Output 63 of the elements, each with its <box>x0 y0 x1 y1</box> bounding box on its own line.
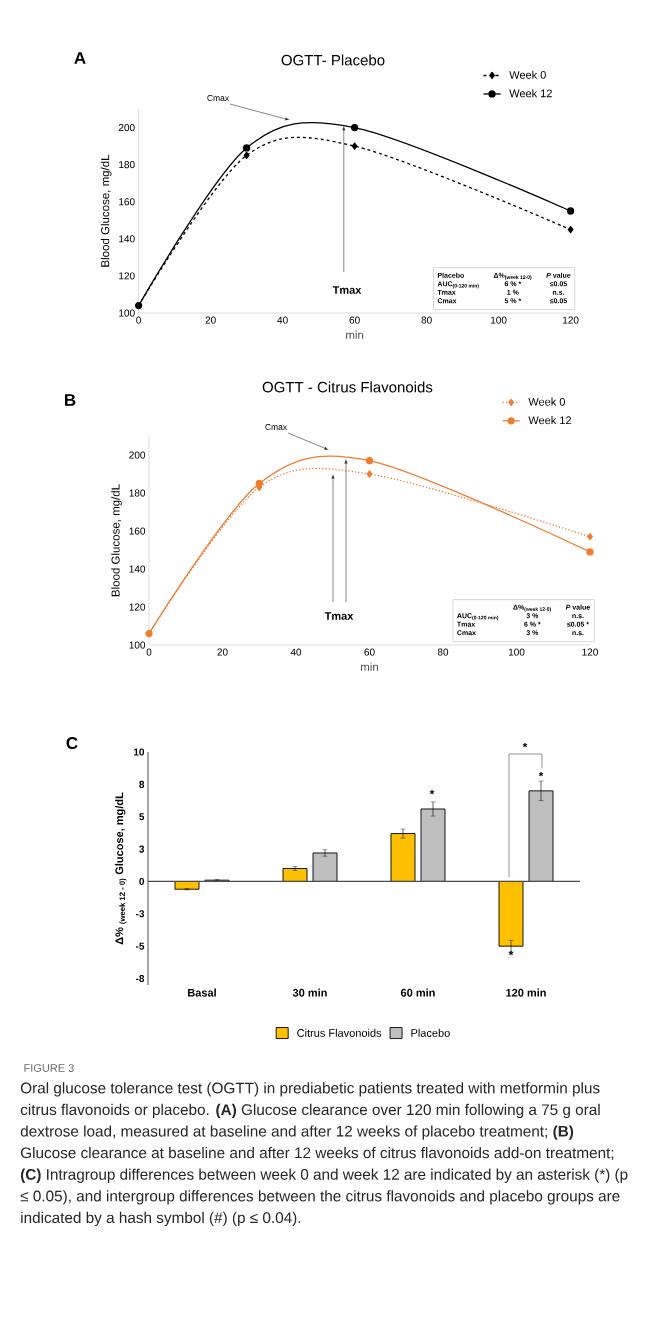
text: * <box>522 742 528 748</box>
x-tick-label: 60 <box>364 648 375 656</box>
y-axis-title: Δ% $_{(week 12 - 0)}$ Glucose, mg/dL <box>115 792 127 945</box>
y-tick-label: 160 <box>119 198 135 206</box>
y-tick-label: 200 <box>118 124 135 132</box>
x-tick-label: 80 <box>421 316 432 324</box>
x-tick-label: 60 min <box>400 988 435 997</box>
x-tick-label: 80 <box>437 648 449 656</box>
y-tick-label: 3 <box>139 845 145 853</box>
x-tick-label: 30 min <box>292 988 327 997</box>
y-axis-title: Blood Glucose, mg/dL <box>111 484 122 597</box>
legend-label: Week 0 <box>509 70 546 79</box>
text: C <box>66 736 78 750</box>
y-tick-label: -5 <box>135 942 145 950</box>
annotation: * <box>429 789 435 795</box>
y-tick-label: 100 <box>129 641 146 649</box>
y-tick-label: -8 <box>135 975 145 983</box>
y-tick-label: 160 <box>129 527 146 535</box>
chart-title: OGTT- Placebo <box>281 54 385 66</box>
text: B <box>65 394 76 406</box>
y-tick-label: 140 <box>129 565 146 573</box>
y-tick-label: 120 <box>119 272 135 280</box>
y-tick-label: 10 <box>133 748 145 756</box>
x-tick-label: 120 <box>563 316 579 324</box>
x-tick-label: 100 <box>508 648 525 656</box>
annotation: Tmax <box>332 286 362 294</box>
x-tick-label: 20 <box>217 648 228 656</box>
caption: FIGURE 3 <box>24 1064 74 1072</box>
y-tick-label: 8 <box>139 780 145 788</box>
legend-label: Citrus Flavonoids <box>297 1028 382 1037</box>
annotation: Cmax <box>207 95 229 102</box>
y-tick-label: -3 <box>135 910 145 918</box>
y-tick-label: 100 <box>119 309 135 317</box>
chart-title: OGTT - Citrus Flavonoids <box>262 381 433 393</box>
annotation: Tmax <box>324 612 354 620</box>
y-axis-title: Blood Glucose, mg/dL <box>100 154 112 267</box>
y-tick-label: 140 <box>119 235 135 243</box>
x-tick-label: 20 <box>205 316 216 324</box>
y-tick-label: 0 <box>139 877 145 885</box>
text: A <box>74 52 86 64</box>
text: Cmax <box>265 424 287 431</box>
x-tick-label: 0 <box>146 648 152 656</box>
annotation: * <box>538 771 544 777</box>
legend-label: Week 0 <box>528 397 566 406</box>
x-axis-title: min <box>361 662 379 671</box>
y-tick-label: 180 <box>129 489 146 497</box>
y-tick-label: 120 <box>129 603 146 611</box>
y-tick-label: 5 <box>139 813 145 821</box>
legend-label: Week 12 <box>509 89 552 98</box>
x-tick-label: 120 <box>582 648 598 656</box>
legend-label: Week 12 <box>528 416 572 425</box>
y-tick-label: 180 <box>119 161 135 169</box>
x-tick-label: Basal <box>188 988 216 997</box>
x-tick-label: 40 <box>290 648 302 656</box>
x-tick-label: 100 <box>491 316 507 324</box>
x-tick-label: 40 <box>277 316 288 324</box>
legend-label: Placebo <box>411 1028 450 1037</box>
y-tick-label: 200 <box>129 451 146 459</box>
text: Oral glucose tolerance test (OGTT) in prediabetic patients treated with metformin plus citrus flavonoids or placebo. (A) Glucose clearance over 120 min following a 75 g oral dextrose load, measured at baseline and after 12 weeks of placebo treatment; (B) Glucose clearance at baseline and after 12 weeks of citrus flavonoids add-on treatment; (C) Intragroup differences between week 0 and week 12 are indicated by an asterisk (*) (p ≤ 0.05), and intergroup differences between the citrus flavonoids and placebo groups are indicated by a hash symbol (#) (p ≤ 0.04). <box>20 1082 628 1227</box>
annotation: * <box>508 950 514 956</box>
x-tick-label: 120 min <box>506 988 546 997</box>
x-axis-title: min <box>346 330 364 339</box>
x-tick-label: 60 <box>349 316 360 324</box>
